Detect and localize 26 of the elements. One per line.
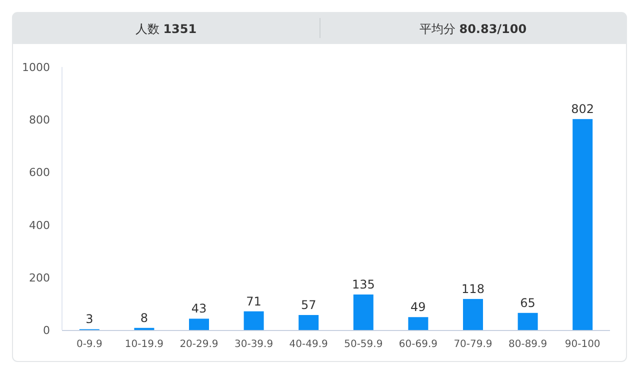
data-label: 57 — [300, 298, 316, 312]
data-label: 65 — [520, 296, 536, 310]
data-label: 135 — [352, 277, 375, 292]
x-tick-label: 70-79.9 — [454, 339, 492, 350]
data-label: 802 — [571, 102, 594, 116]
data-label: 49 — [410, 300, 426, 314]
data-label: 118 — [462, 282, 484, 296]
x-tick-label: 40-49.9 — [289, 339, 328, 350]
x-tick-label: 50-59.9 — [344, 339, 383, 350]
y-tick-label: 0 — [43, 324, 50, 337]
x-tick-label: 30-39.9 — [234, 339, 274, 350]
x-tick-label: 60-69.9 — [398, 339, 438, 350]
data-label: 43 — [191, 302, 207, 316]
y-tick-label: 400 — [29, 218, 50, 232]
data-label: 3 — [86, 312, 94, 326]
y-tick-label: 200 — [29, 271, 50, 284]
data-label: 71 — [246, 294, 262, 308]
x-tick-label: 20-29.9 — [180, 339, 218, 350]
y-tick-label: 1000 — [22, 61, 50, 74]
data-label: 8 — [140, 310, 148, 325]
x-tick-label: 10-19.9 — [124, 339, 164, 350]
y-tick-label: 600 — [29, 166, 50, 180]
y-tick-label: 800 — [29, 114, 50, 127]
x-tick-label: 90-100 — [564, 339, 600, 350]
x-tick-label: 0-9.9 — [76, 339, 102, 350]
x-tick-label: 80-89.9 — [508, 339, 548, 350]
